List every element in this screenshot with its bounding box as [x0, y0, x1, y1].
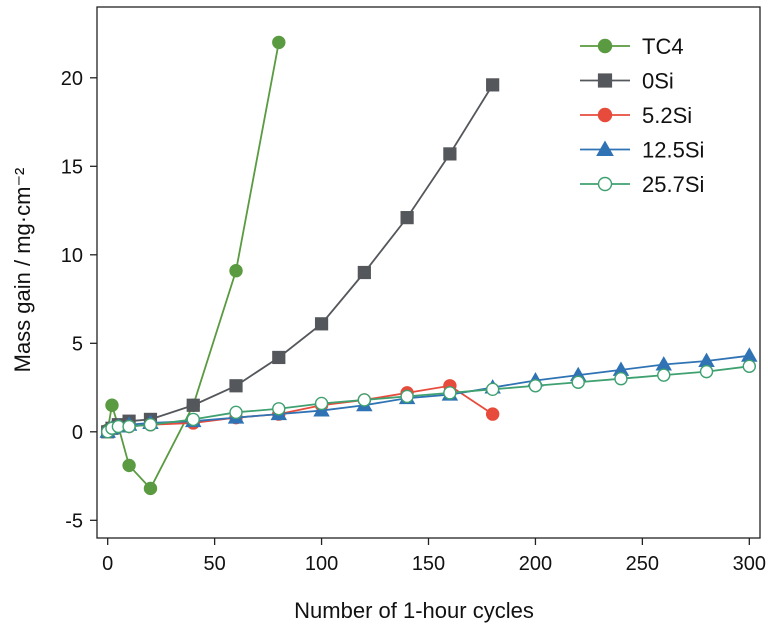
- data-point: [614, 372, 628, 386]
- legend-label: 5.2Si: [642, 103, 692, 128]
- data-point: [597, 107, 613, 123]
- y-tick-label: 0: [72, 422, 83, 444]
- x-tick-label: 50: [204, 553, 226, 575]
- x-axis-label: Number of 1-hour cycles: [294, 598, 534, 623]
- data-point: [400, 211, 414, 225]
- x-tick-label: 250: [626, 553, 659, 575]
- x-tick-label: 150: [412, 553, 445, 575]
- data-point: [272, 350, 286, 365]
- legend-item: TC4: [580, 34, 684, 59]
- data-point: [186, 398, 200, 412]
- data-point: [597, 176, 613, 192]
- data-point: [229, 379, 243, 393]
- legend-item: 0Si: [580, 69, 674, 94]
- data-point: [699, 364, 714, 379]
- data-point: [143, 481, 158, 496]
- y-tick-label: 15: [61, 156, 83, 178]
- series-0si: [101, 78, 500, 439]
- legend-item: 5.2Si: [580, 103, 692, 128]
- x-tick-label: 200: [519, 553, 552, 575]
- y-tick-label: -5: [65, 510, 83, 532]
- data-point: [443, 386, 457, 400]
- axis-ticks: 0 50 100 150 200 250 300 -5 0 5 10 15 20: [61, 68, 766, 575]
- series-25-7si: [100, 359, 757, 439]
- data-point: [657, 368, 671, 382]
- x-tick-label: 300: [733, 553, 766, 575]
- y-tick-label: 20: [61, 68, 83, 90]
- data-point: [314, 317, 329, 331]
- data-point: [357, 265, 371, 280]
- data-point: [105, 398, 119, 412]
- legend-label: 25.7Si: [642, 172, 704, 197]
- legend: TC4 0Si 5.2Si 12.5Si 25.7Si: [580, 34, 704, 197]
- data-point: [596, 140, 614, 156]
- x-tick-label: 0: [102, 553, 113, 575]
- legend-label: TC4: [642, 34, 684, 59]
- data-point: [741, 347, 758, 362]
- data-point: [400, 389, 414, 404]
- data-point: [485, 407, 500, 421]
- data-point: [122, 458, 136, 473]
- data-point: [122, 419, 136, 434]
- series-5-2si: [100, 379, 500, 439]
- legend-label: 0Si: [642, 69, 674, 94]
- data-point: [229, 405, 243, 420]
- data-point: [597, 38, 613, 54]
- data-point: [272, 35, 286, 50]
- data-point: [742, 359, 757, 374]
- data-point: [357, 393, 372, 407]
- data-point: [443, 147, 457, 161]
- data-point: [186, 412, 200, 427]
- series-line: [107, 384, 494, 433]
- data-point: [571, 375, 585, 389]
- data-series: [99, 35, 758, 496]
- data-point: [314, 396, 329, 411]
- data-point: [485, 382, 500, 397]
- data-point: [229, 264, 243, 278]
- data-point: [597, 73, 613, 88]
- legend-item: 25.7Si: [580, 172, 704, 197]
- x-tick-label: 100: [305, 553, 338, 575]
- series-12-5si: [99, 347, 758, 438]
- series-line: [107, 84, 494, 433]
- legend-label: 12.5Si: [642, 138, 704, 163]
- y-tick-label: 5: [72, 333, 83, 355]
- data-point: [272, 402, 286, 416]
- y-axis-label: Mass gain / mg·cm⁻²: [10, 168, 35, 373]
- data-point: [486, 78, 500, 92]
- data-point: [143, 418, 158, 432]
- data-point: [528, 379, 543, 393]
- y-tick-label: 10: [61, 245, 83, 267]
- legend-item: 12.5Si: [580, 138, 704, 163]
